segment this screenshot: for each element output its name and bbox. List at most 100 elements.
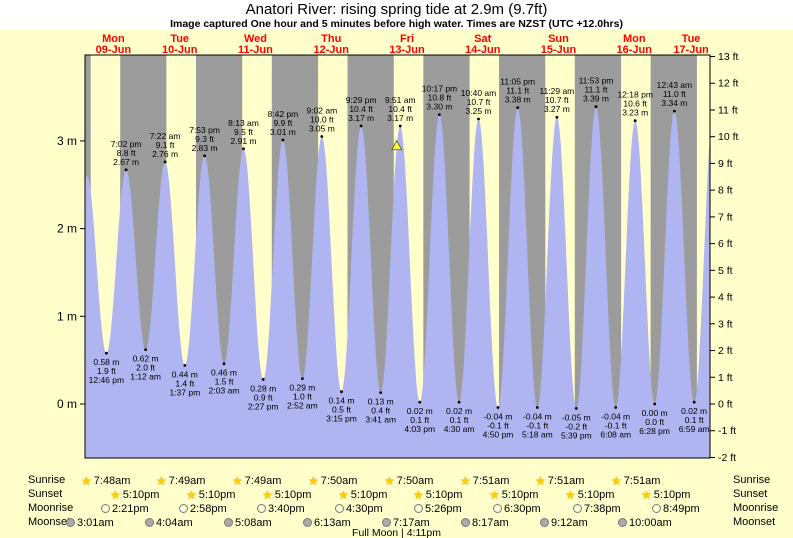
astro-time: 5:10pm [653,488,691,501]
moon-dark-icon [66,518,75,527]
sunset-label-left: Sunset [28,488,63,500]
moonrise-entry: 6:30pm [493,502,541,515]
tide-chart: 0 m 1 m 2 m 3 m -2 ft -1 ft 0 ft 1 ft 2 ft 3 ft 4 … [57,33,739,464]
moonset-entry: 6:13am [303,516,351,529]
moonset-entry: 3:01am [66,516,114,529]
high-tide-annotation: 12:18 pm 10.6 ft 3.23 m [617,90,652,118]
astro-time: 2:21pm [112,502,149,515]
high-tide-dot [516,106,520,109]
high-tide-dot [673,109,676,113]
star-icon: ★ [611,473,622,488]
sunrise-entry: ★ 7:50am [308,474,357,487]
tide-curve [85,107,710,458]
y-axis-right-label: 13 ft [718,51,739,63]
y-axis-right-label: 5 ft [718,265,733,277]
astro-time: 7:51am [547,474,585,487]
astro-time: 9:12am [551,516,588,529]
moonrise-entry: 8:49pm [652,502,700,515]
moonset-entry: 4:04am [145,516,193,529]
astro-time: 7:51am [623,474,661,487]
high-tide-dot [281,138,285,142]
y-axis-left-label: 1 m [57,309,77,323]
moon-dark-icon [540,518,549,527]
moonset-entry: 9:12am [540,516,588,529]
star-icon: ★ [489,487,500,502]
sunrise-entry: ★ 7:51am [611,474,660,487]
high-tide-dot [477,117,480,121]
low-tide-dot [379,391,383,394]
moon-dark-icon [382,518,391,527]
astro-time: 7:49am [168,474,206,487]
y-axis-right-label: 4 ft [718,292,733,304]
moonrise-entry: 3:40pm [257,502,305,515]
low-tide-dot [261,378,265,381]
y-axis-right-label: 9 ft [718,158,733,170]
high-tide-annotation: 9:29 pm 10.4 ft 3.17 m [346,95,377,123]
high-tide-dot [203,154,207,158]
astro-time: 8:17am [472,516,509,529]
moonrise-entry: 2:58pm [179,502,227,515]
y-axis-right-label: 3 ft [718,318,733,330]
astro-time: 5:10pm [274,488,312,501]
y-axis-right-label: 12 ft [718,78,739,90]
low-tide-annotation: 0.28 m 0.9 ft 2:27 pm [248,383,279,411]
star-icon: ★ [308,473,319,488]
low-tide-annotation: 0.29 m 1.0 ft 2:52 am [287,383,318,411]
low-tide-dot [301,377,304,380]
astro-row-moonrise: Moonrise Moonrise 2:21pm 2:58pm 3:40pm 4:30pm… [0,502,793,516]
sunrise-entry: ★ 7:51am [460,474,509,487]
star-icon: ★ [262,487,273,502]
moonset-entry: 8:17am [461,516,509,529]
y-axis-left-label: 0 m [57,397,77,411]
y-axis-left-label: 3 m [57,134,77,148]
high-tide-dot [438,113,441,116]
astro-row-sunrise: Sunrise Sunrise ★ 7:48am ★ 7:49am ★ 7:49am ★ 7:50… [0,474,793,488]
astro-time: 7:38pm [584,502,621,515]
low-tide-dot [496,406,500,409]
astro-time: 7:51am [472,474,510,487]
low-tide-dot [692,400,696,404]
moon-light-icon [179,504,188,513]
y-axis-left-label: 2 m [57,222,77,236]
sunrise-entry: ★ 7:48am [81,474,130,487]
moon-dark-icon [303,518,312,527]
star-icon: ★ [81,473,92,488]
day-label: Mon 16-Jun [617,33,653,56]
high-tide-dot [320,135,324,138]
current-time-marker-icon [391,139,403,151]
page-title: Anatori River: rising spring tide at 2.9… [245,1,548,18]
low-tide-annotation: -0.04 m -0.1 ft 4:50 pm [483,412,514,440]
astro-time: 10:00am [629,516,672,529]
moon-light-icon [101,504,110,513]
star-icon: ★ [460,473,471,488]
low-tide-annotation: 0.58 m 1.9 ft 12:46 pm [89,357,124,385]
sunset-entry: ★ 5:10pm [413,488,462,501]
moon-dark-icon [461,518,470,527]
moon-dark-icon [618,518,627,527]
astro-time: 8:49pm [663,502,700,515]
day-label: Sun 15-Jun [541,33,577,56]
high-tide-annotation: 11:05 pm 11.1 ft 3.38 m [500,77,535,105]
star-icon: ★ [338,487,349,502]
astro-time: 5:10pm [198,488,236,501]
low-tide-dot [340,390,343,394]
low-tide-dot [144,348,148,351]
star-icon: ★ [413,487,424,502]
sunset-entry: ★ 5:10pm [110,488,159,501]
high-tide-annotation: 11:29 am 10.7 ft 3.27 m [539,86,574,114]
low-tide-dot [653,402,657,406]
moon-dark-icon [224,518,233,527]
day-label: Tue 10-Jun [162,33,198,56]
high-tide-dot [594,105,598,109]
moonrise-entry: 7:38pm [573,502,621,515]
high-tide-dot [633,119,637,123]
high-tide-annotation: 7:02 pm 8.8 ft 2.67 m [111,139,142,167]
moon-light-icon [493,504,502,513]
star-icon: ★ [186,487,197,502]
moonrise-entry: 5:26pm [414,502,462,515]
astro-row-sunset: Sunset Sunset ★ 5:10pm ★ 5:10pm ★ 5:10pm ★ 5:10pm… [0,488,793,502]
moonset-entry: 7:17am [382,516,430,529]
sunrise-entry: ★ 7:50am [384,474,433,487]
astro-time: 5:08am [235,516,272,529]
low-tide-annotation: 0.46 m 1.5 ft 2:03 am [209,368,240,396]
